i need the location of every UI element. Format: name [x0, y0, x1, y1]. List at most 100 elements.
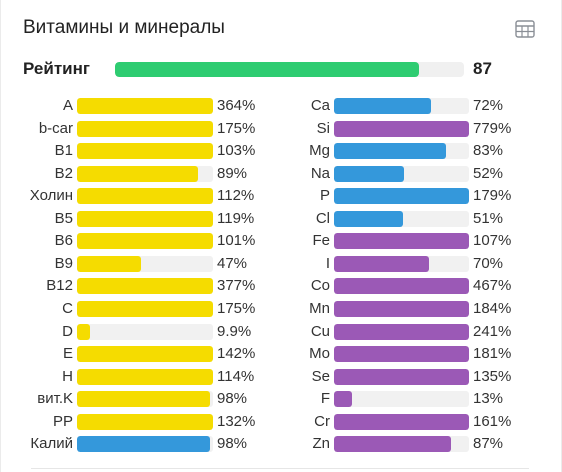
rating-value: 87: [473, 59, 492, 78]
divider: [31, 468, 529, 469]
mineral-row: I 70%: [1, 253, 561, 275]
nutrient-label: B5: [54, 209, 73, 227]
nutrient-bar: [334, 278, 469, 295]
nutrient-percent: 135%: [473, 367, 512, 385]
nutrient-bar-fill: [77, 98, 213, 114]
nutrient-percent: 103%: [217, 142, 256, 160]
nutrient-bar: [334, 188, 469, 205]
nutrient-label: Холин: [29, 187, 73, 205]
nutrient-label: F: [320, 390, 330, 408]
mineral-row: Co 467%: [1, 275, 561, 297]
mineral-row: Mg 83%: [1, 140, 561, 162]
nutrient-bar: [334, 165, 469, 182]
nutrient-label: D: [62, 322, 73, 340]
nutrient-label: P: [319, 187, 330, 205]
nutrient-bar: [334, 233, 469, 250]
nutrient-bar-fill: [77, 368, 213, 385]
nutrient-percent: 114%: [217, 367, 255, 385]
nutrient-percent: 179%: [473, 187, 512, 205]
vitamin-row: B1 103%: [1, 140, 561, 162]
nutrient-bar-fill: [77, 300, 213, 317]
rating-bar-fill: [115, 62, 419, 77]
nutrient-bar-fill: [77, 436, 211, 453]
nutrient-label: Cr: [314, 412, 330, 430]
nutrient-bar: [77, 391, 213, 408]
vitamin-row: C 175%: [1, 298, 561, 320]
nutrient-bar: [77, 143, 213, 160]
nutrient-bar-fill: [77, 391, 211, 408]
nutrient-label: E: [62, 345, 73, 363]
nutrient-percent: 175%: [217, 119, 256, 137]
nutrient-label: B12: [46, 277, 73, 295]
nutrient-percent: 9.9%: [217, 322, 252, 340]
nutrient-percent: 241%: [473, 322, 512, 340]
nutrient-percent: 101%: [217, 232, 256, 250]
nutrient-percent: 70%: [473, 254, 504, 272]
nutrient-bar-fill: [334, 300, 469, 317]
nutrient-bar-fill: [77, 143, 213, 160]
nutrient-bar-fill: [77, 233, 213, 250]
nutrient-bar-fill: [334, 120, 469, 137]
nutrient-bar: [334, 255, 469, 272]
nutrient-label: Cl: [315, 209, 330, 227]
nutrient-bar-fill: [77, 255, 141, 272]
nutrient-percent: 72%: [473, 97, 504, 114]
rating-bar: [115, 62, 464, 77]
vitamin-row: B12 377%: [1, 275, 561, 297]
table-grid-icon[interactable]: [515, 20, 535, 38]
mineral-row: Ca 72%: [1, 95, 561, 117]
nutrient-percent: 175%: [217, 299, 256, 317]
nutrient-bar-fill: [334, 436, 452, 453]
nutrient-percent: 83%: [473, 142, 504, 160]
nutrient-label: Mn: [309, 299, 330, 317]
nutrient-bar: [334, 346, 469, 363]
nutrient-bar: [334, 323, 469, 340]
nutrient-label: B2: [54, 164, 73, 182]
mineral-row: Cr 161%: [1, 411, 561, 433]
nutrient-percent: 364%: [217, 97, 256, 114]
nutrient-bar-fill: [77, 413, 213, 430]
nutrient-bar: [77, 413, 213, 430]
nutrient-percent: 132%: [217, 412, 256, 430]
nutrient-bar-fill: [77, 278, 213, 295]
nutrient-bar-fill: [77, 120, 213, 137]
nutrient-label: I: [325, 254, 330, 272]
vitamin-row: H 114%: [1, 366, 561, 388]
vitamin-row: b-car 175%: [1, 118, 561, 140]
nutrient-bar: [334, 120, 469, 137]
nutrient-bar-fill: [77, 210, 213, 227]
nutrient-bar: [334, 300, 469, 317]
vitamin-row: E 142%: [1, 343, 561, 365]
nutrient-bar-fill: [334, 255, 429, 272]
mineral-row: Cl 51%: [1, 208, 561, 230]
mineral-row: Mn 184%: [1, 298, 561, 320]
nutrient-bar-fill: [334, 98, 432, 114]
nutrient-bar: [334, 413, 469, 430]
nutrient-percent: 98%: [217, 390, 248, 408]
nutrient-percent: 51%: [473, 209, 504, 227]
nutrient-label: Na: [310, 164, 330, 182]
nutrient-bar: [334, 210, 469, 227]
nutrient-label: Калий: [30, 435, 73, 453]
nutrient-percent: 161%: [473, 412, 512, 430]
nutrient-bar-fill: [334, 278, 469, 295]
nutrient-percent: 184%: [473, 299, 512, 317]
nutrient-bar-fill: [334, 188, 469, 205]
nutrient-bar: [77, 188, 213, 205]
nutrient-bar: [77, 346, 213, 363]
nutrient-percent: 107%: [473, 232, 512, 250]
mineral-row: Na 52%: [1, 163, 561, 185]
nutrient-label: B6: [54, 232, 73, 250]
nutrient-label: Mo: [309, 345, 330, 363]
nutrient-label: Co: [310, 277, 330, 295]
nutrient-label: PP: [52, 412, 73, 430]
nutrient-bar: [77, 210, 213, 227]
vitamin-row: вит.K 98%: [1, 388, 561, 410]
mineral-row: Mo 181%: [1, 343, 561, 365]
nutrient-bar: [77, 255, 213, 272]
nutrient-percent: 779%: [473, 119, 512, 137]
nutrient-bar-fill: [334, 413, 469, 430]
vitamin-row: B6 101%: [1, 230, 561, 252]
nutrient-bar-fill: [334, 346, 469, 363]
